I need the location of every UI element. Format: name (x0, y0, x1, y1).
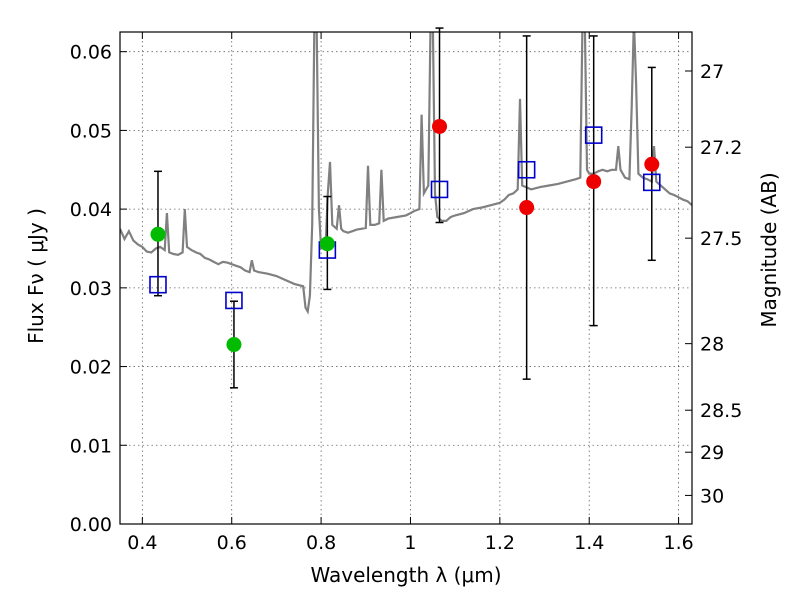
green-data-point (226, 337, 242, 353)
y2-axis-label: Magnitude (AB) (757, 172, 781, 327)
y-tick-label: 0.02 (70, 357, 112, 379)
model-box-marker (149, 275, 167, 294)
red-data-point (586, 174, 602, 190)
x-tick-label: 1.4 (574, 532, 604, 554)
green-data-point (319, 236, 335, 252)
red-data-point (519, 200, 535, 216)
y-axis-label: Flux Fν ( μJy ) (24, 208, 48, 344)
x-tick-label: 0.4 (127, 532, 157, 554)
x-tick-label: 1.6 (663, 532, 693, 554)
model-box-marker (642, 173, 661, 192)
model-box-marker (584, 126, 603, 144)
y2-tick-label: 28 (700, 334, 724, 356)
green-data-point (150, 226, 166, 242)
y2-tick-label: 27.5 (700, 228, 742, 250)
y2-tick-label: 30 (700, 485, 724, 507)
y2-tick-label: 29 (700, 442, 724, 464)
y-tick-label: 0.04 (70, 199, 112, 221)
plot-frame (119, 31, 693, 525)
plot-data (120, 27, 692, 389)
y-tick-label: 0.01 (70, 435, 112, 457)
y-tick-label: 0.06 (70, 42, 112, 64)
model-box-marker (430, 180, 449, 199)
x-tick-label: 0.6 (217, 532, 247, 554)
y2-tick-label: 27.2 (700, 137, 742, 159)
grid (120, 32, 692, 525)
model-box-marker (225, 291, 243, 310)
red-data-point (432, 118, 448, 134)
y-tick-label: 0.03 (70, 278, 112, 300)
red-data-point (644, 156, 660, 172)
x-tick-label: 0.8 (306, 532, 336, 554)
y-tick-label: 0.00 (70, 514, 112, 536)
x-tick-label: 1.2 (485, 532, 515, 554)
y2-tick-label: 27 (700, 61, 724, 83)
model-box-marker (517, 160, 536, 179)
y-tick-label: 0.05 (70, 120, 112, 142)
y2-tick-label: 28.5 (700, 400, 742, 422)
model-spectrum-line (120, 32, 692, 315)
x-tick-label: 1 (404, 532, 416, 554)
x-axis-label: Wavelength λ (μm) (310, 563, 501, 587)
axes: 0.4 0.6 0.8 1 1.2 1.4 1.6 0.00 0.01 0.02 0.03 0.04 0… (70, 32, 742, 554)
